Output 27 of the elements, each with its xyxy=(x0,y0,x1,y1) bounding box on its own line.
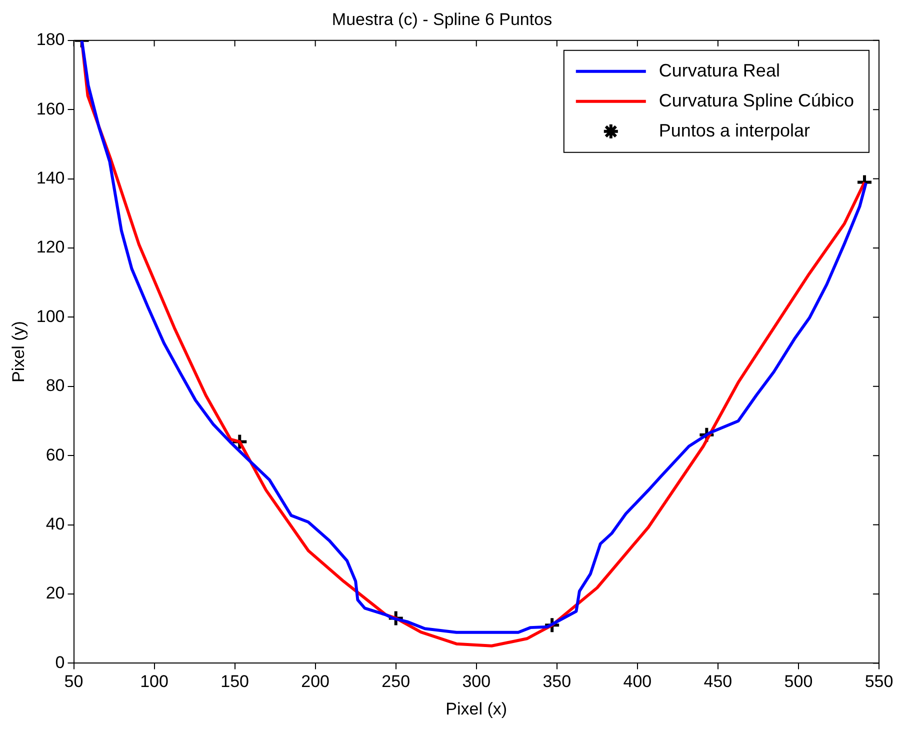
y-axis-title: Pixel (y) xyxy=(8,321,28,383)
legend-label: Curvatura Real xyxy=(658,60,780,80)
legend-label: Curvatura Spline Cúbico xyxy=(658,90,854,110)
x-tick-label: 150 xyxy=(220,672,249,692)
y-tick-label: 120 xyxy=(36,238,65,257)
x-tick-label: 500 xyxy=(784,672,813,692)
x-tick-label: 50 xyxy=(64,672,84,692)
legend-label: Puntos a interpolar xyxy=(658,120,810,140)
x-tick-label: 200 xyxy=(301,672,330,692)
y-tick-label: 20 xyxy=(46,584,65,603)
x-tick-label: 450 xyxy=(704,672,732,692)
chart-title: Muestra (c) - Spline 6 Puntos xyxy=(332,10,552,29)
y-tick-label: 140 xyxy=(36,168,65,188)
x-tick-label: 400 xyxy=(623,672,652,692)
x-axis-title: Pixel (x) xyxy=(446,699,508,718)
x-tick-label: 300 xyxy=(462,672,491,692)
y-tick-label: 180 xyxy=(36,30,65,50)
y-tick-label: 40 xyxy=(46,514,65,534)
y-tick-label: 160 xyxy=(36,99,65,118)
x-tick-label: 550 xyxy=(864,672,894,692)
y-tick-label: 80 xyxy=(46,376,65,396)
x-tick-label: 350 xyxy=(542,672,572,692)
x-tick-label: 100 xyxy=(140,672,168,692)
y-tick-label: 100 xyxy=(36,306,65,326)
x-tick-label: 250 xyxy=(382,672,410,692)
y-tick-label: 60 xyxy=(46,445,65,464)
y-tick-label: 0 xyxy=(55,652,65,672)
